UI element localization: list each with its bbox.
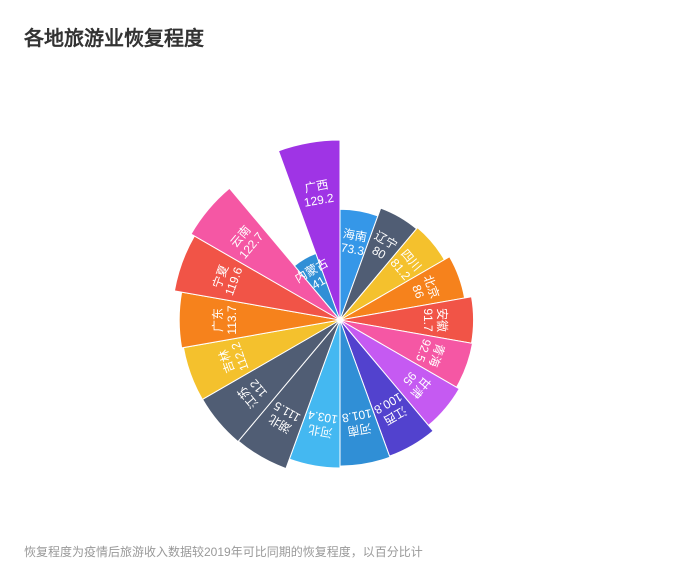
chart-title: 各地旅游业恢复程度 xyxy=(24,22,204,51)
slice-name: 安徽 xyxy=(435,308,450,332)
polar-chart: 广西129.2海南73.3辽宁80四川81.2北京86安徽91.7青海92.5甘… xyxy=(0,60,700,530)
slice-value: 91.7 xyxy=(421,308,435,332)
slice-label: 安徽91.7 xyxy=(421,308,450,332)
chart-footnote: 恢复程度为疫情后旅游收入数据较2019年可比同期的恢复程度，以百分比计 xyxy=(24,543,423,560)
slice-label: 广东113.7 xyxy=(211,305,239,334)
slice-name: 广东 xyxy=(211,308,225,332)
slice-value: 113.7 xyxy=(225,305,239,334)
chart-container: 各地旅游业恢复程度 广西129.2海南73.3辽宁80四川81.2北京86安徽9… xyxy=(0,0,700,576)
